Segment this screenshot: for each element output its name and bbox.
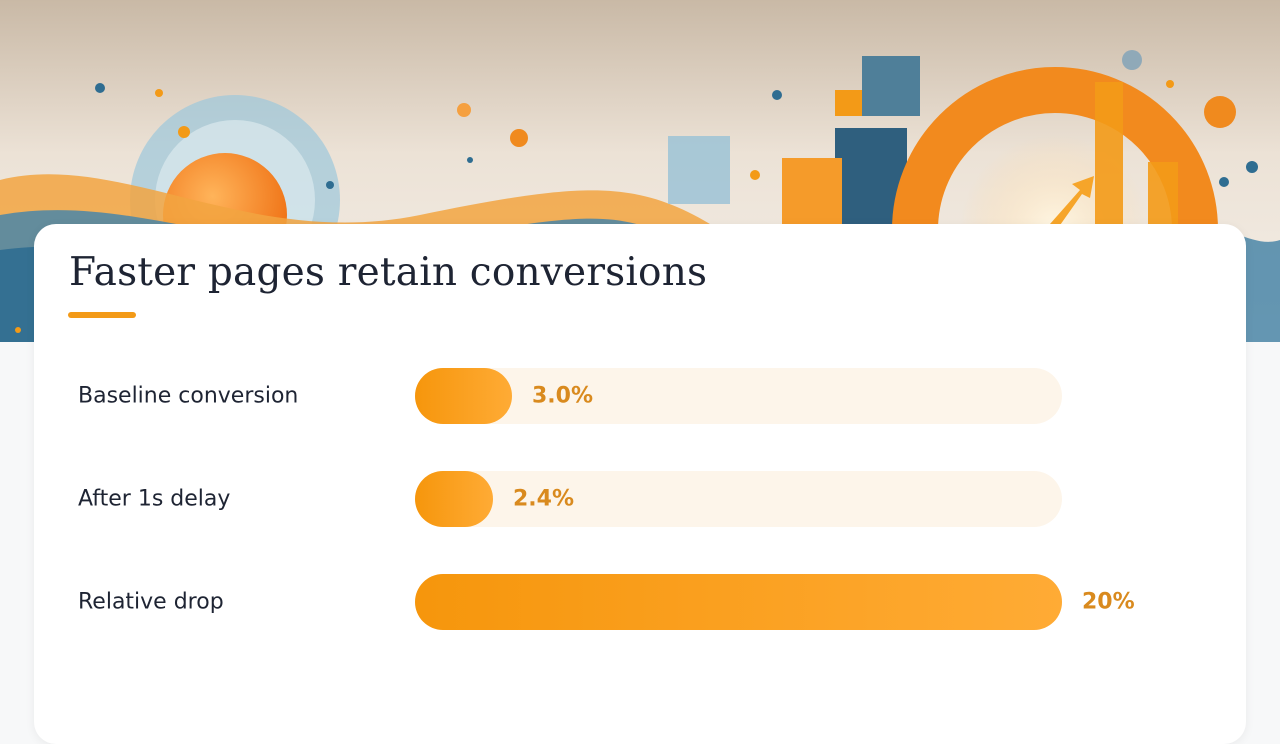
title-underline	[68, 312, 136, 318]
chart-card: Faster pages retain conversions Baseline…	[34, 224, 1246, 744]
bar-track	[415, 368, 1062, 424]
chart-title: Faster pages retain conversions	[69, 250, 708, 295]
bar-row-after-1s-delay: After 1s delay 2.4%	[34, 471, 1246, 527]
bar-fill	[415, 368, 512, 424]
bar-value: 3.0%	[532, 383, 594, 409]
bar-value: 2.4%	[513, 486, 575, 512]
bar-label: After 1s delay	[78, 486, 231, 512]
bar-row-baseline-conversion: Baseline conversion 3.0%	[34, 368, 1246, 424]
bar-fill	[415, 574, 1062, 630]
bar-fill	[415, 471, 493, 527]
arrow-up-icon	[1050, 176, 1094, 228]
bar-value: 20%	[1082, 589, 1135, 615]
bar-row-relative-drop: Relative drop 20%	[34, 574, 1246, 630]
bar-label: Relative drop	[78, 589, 224, 615]
bar-label: Baseline conversion	[78, 383, 299, 409]
bar-track	[415, 574, 1062, 630]
bar-track	[415, 471, 1062, 527]
